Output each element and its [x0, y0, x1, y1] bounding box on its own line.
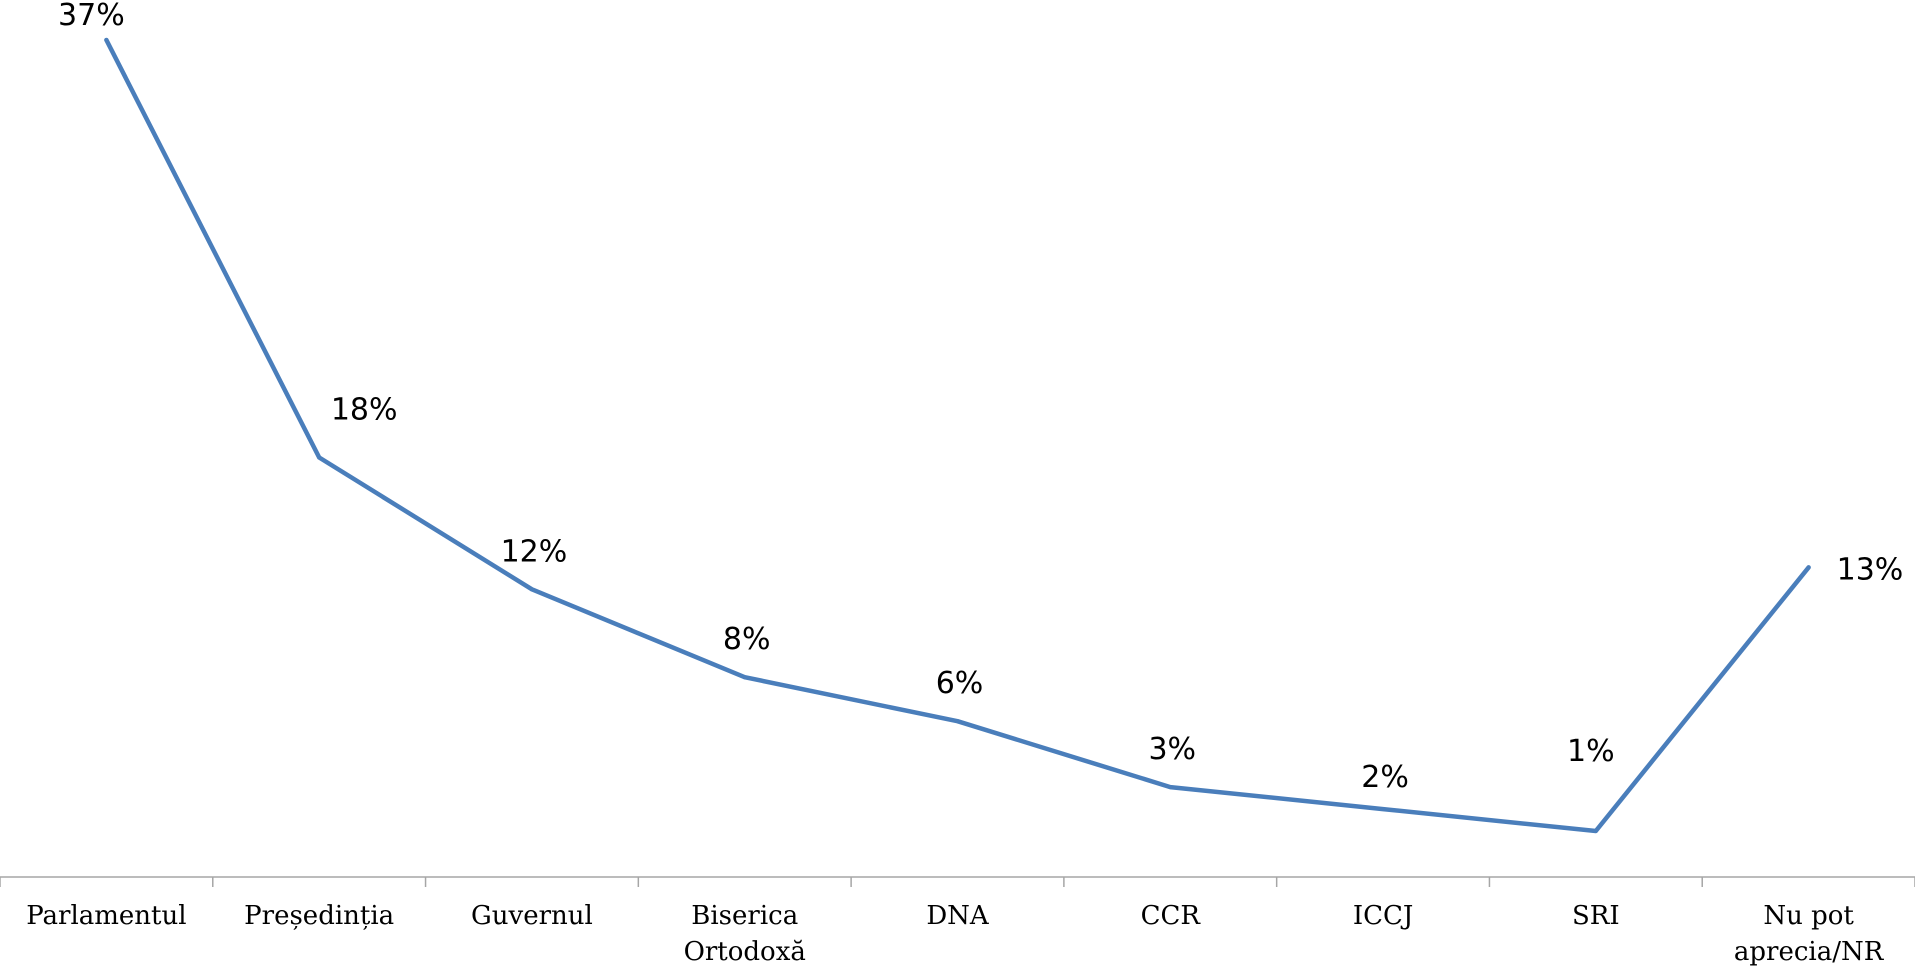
data-labels: 37% 18% 12% 8% 6% 3% 2% 1% 13%: [58, 0, 1903, 795]
x-tick-label: Biserica Ortodoxă: [684, 901, 806, 967]
data-label: 18%: [331, 392, 398, 427]
x-tick-label: ICCJ: [1353, 901, 1413, 931]
data-label: 3%: [1148, 732, 1196, 767]
series-line: [104, 37, 1811, 834]
data-point: [955, 719, 960, 724]
data-label: 2%: [1361, 760, 1409, 795]
data-point: [104, 38, 109, 42]
x-tick-label: Parlamentul: [26, 901, 186, 931]
data-point: [317, 455, 322, 460]
data-point: [529, 587, 534, 592]
data-label: 12%: [501, 534, 568, 569]
series-line-group: [104, 37, 1811, 834]
data-point: [1381, 807, 1386, 812]
x-tick-label: Președinția: [244, 901, 394, 931]
x-axis: [0, 876, 1915, 887]
data-point: [742, 675, 747, 680]
x-tick-label: DNA: [926, 901, 990, 931]
x-tick-labels: Parlamentul Președinția Guvernul Biserica Or…: [26, 901, 1885, 967]
data-label: 1%: [1567, 734, 1615, 769]
x-tick-label: CCR: [1141, 901, 1202, 931]
x-tick-label: Nu pot aprecia/NR: [1734, 901, 1885, 967]
x-tick-label: SRI: [1572, 901, 1620, 931]
data-point: [1806, 565, 1811, 570]
data-label: 13%: [1837, 552, 1904, 587]
data-label: 8%: [723, 622, 771, 657]
data-point: [1593, 829, 1598, 834]
data-label: 6%: [936, 666, 984, 701]
data-label: 37%: [58, 0, 125, 33]
x-tick-label: Guvernul: [471, 901, 593, 931]
data-point: [1168, 785, 1173, 790]
